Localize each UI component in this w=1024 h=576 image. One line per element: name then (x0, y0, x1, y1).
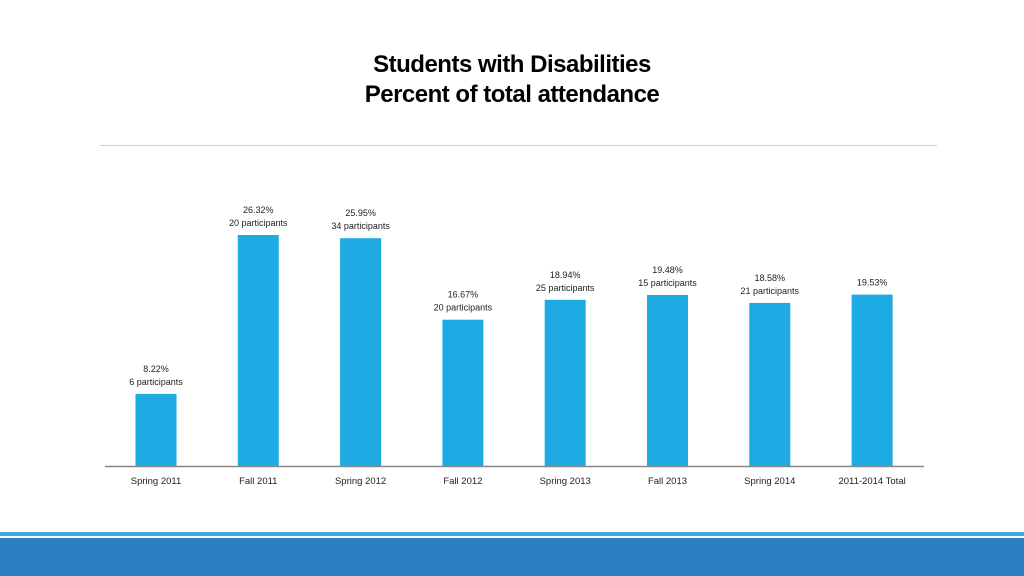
chart-title: Students with Disabilities Percent of to… (0, 50, 1024, 110)
bar-participants-label-5: 15 participants (638, 278, 697, 288)
x-tick-label-7: 2011-2014 Total (838, 476, 905, 487)
bar-value-label-0: 8.22% (143, 364, 169, 374)
bar-participants-label-3: 20 participants (434, 303, 493, 313)
bar-6 (749, 302, 791, 466)
bar-participants-label-0: 6 participants (129, 377, 183, 387)
bar-value-label-3: 16.67% (448, 290, 479, 300)
bar-7 (851, 294, 893, 466)
bar-value-label-4: 18.94% (550, 270, 581, 280)
footer-band (0, 538, 1024, 576)
bar-value-label-1: 26.32% (243, 205, 274, 215)
x-tick-label-5: Fall 2013 (648, 476, 687, 487)
footer-accent-line (0, 532, 1024, 536)
bar-4 (544, 299, 586, 466)
bar-participants-label-1: 20 participants (229, 218, 288, 228)
x-tick-label-3: Fall 2012 (443, 476, 482, 487)
x-tick-label-6: Spring 2014 (744, 476, 795, 487)
bar-0 (135, 393, 177, 466)
title-divider (100, 145, 937, 146)
bars-group (135, 235, 893, 466)
bar-participants-label-4: 25 participants (536, 283, 595, 293)
bar-value-label-7: 19.53% (857, 278, 888, 288)
x-tick-label-0: Spring 2011 (131, 476, 182, 487)
chart-title-line2: Percent of total attendance (364, 81, 660, 108)
x-tick-label-4: Spring 2013 (540, 476, 591, 487)
data-labels-group: 8.22% 6 participants 26.32% 20 participants… (129, 205, 887, 387)
bar-participants-label-6: 21 participants (741, 286, 800, 296)
bar-1 (237, 235, 279, 466)
chart-title-line1: Students with Disabilities (373, 51, 651, 78)
x-tick-labels-group: Spring 2011 Fall 2011 Spring 2012 Fall 2012… (131, 476, 906, 487)
x-tick-label-2: Spring 2012 (335, 476, 386, 487)
bar-value-label-6: 18.58% (755, 273, 786, 283)
bar-value-label-2: 25.95% (345, 208, 376, 218)
x-tick-label-1: Fall 2011 (239, 476, 277, 487)
bar-5 (647, 295, 688, 466)
bar-3 (442, 319, 484, 466)
bar-value-label-5: 19.48% (652, 265, 683, 275)
bar-2 (340, 238, 382, 466)
bar-participants-label-2: 34 participants (331, 221, 390, 231)
